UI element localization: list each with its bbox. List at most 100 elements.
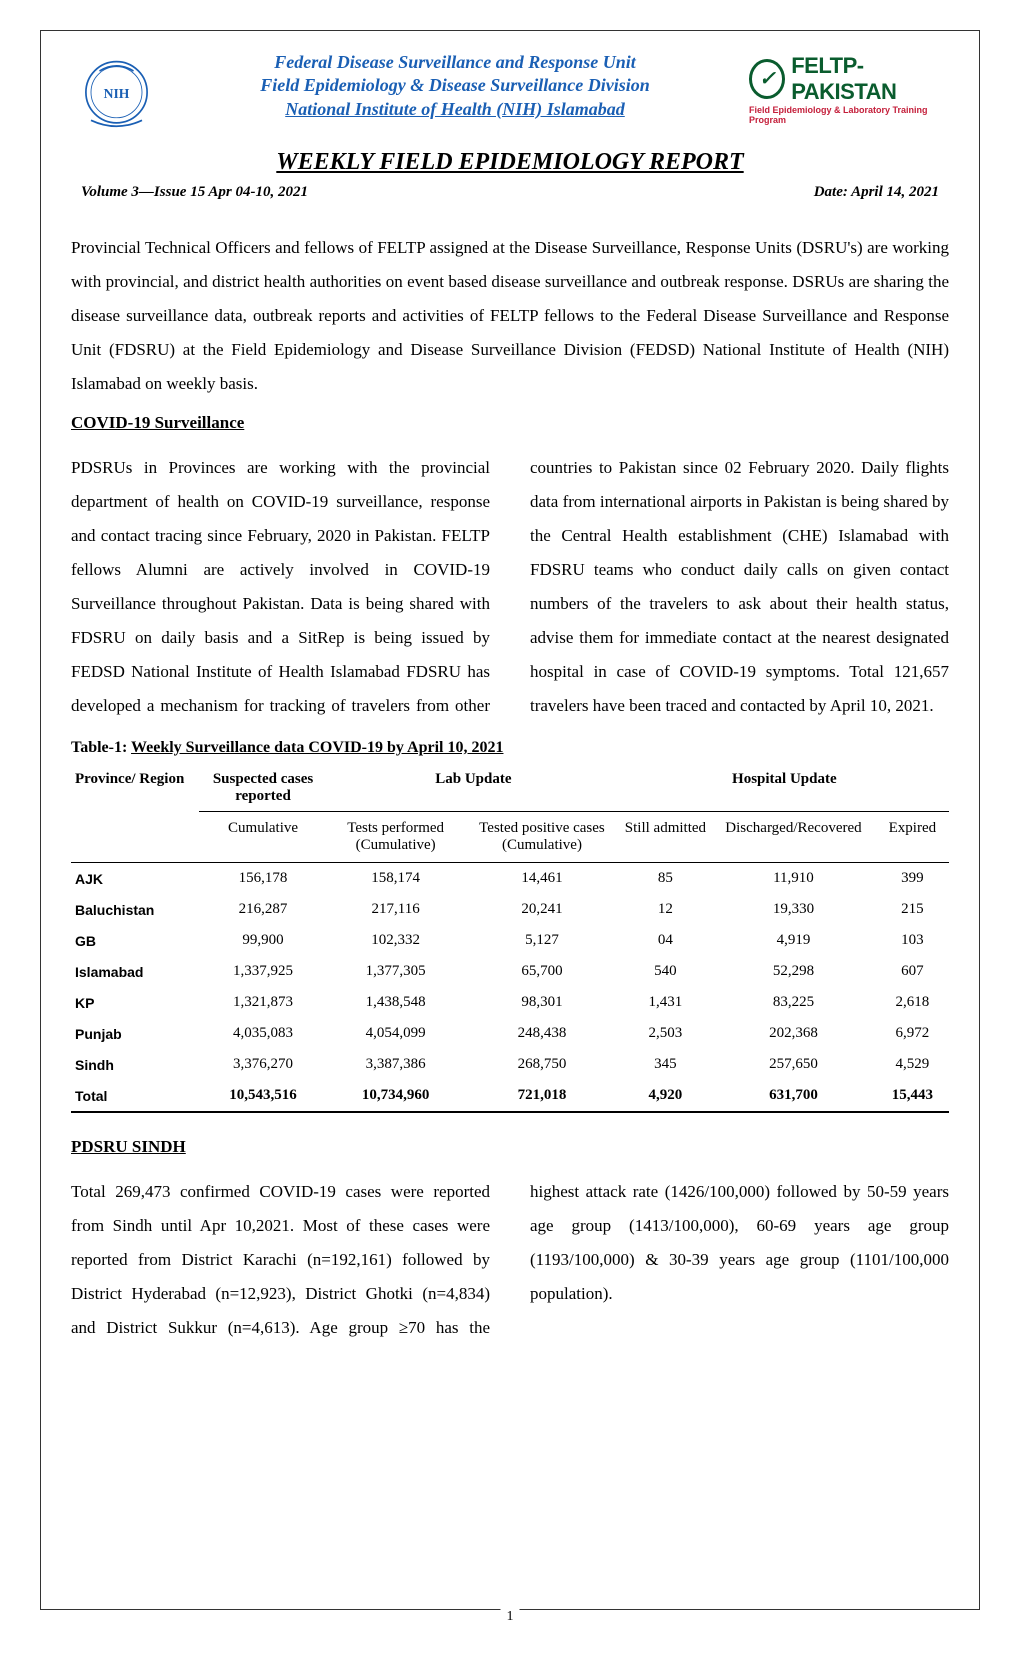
covid-body: PDSRUs in Provinces are working with the…: [71, 451, 949, 723]
table-cell: 631,700: [711, 1080, 876, 1111]
table-cell: Islamabad: [71, 956, 199, 987]
table-cell: 257,650: [711, 1049, 876, 1080]
table-cell: 248,438: [464, 1018, 619, 1049]
table-cell: 217,116: [327, 894, 464, 925]
table-cell: 4,054,099: [327, 1018, 464, 1049]
table-cell: 4,035,083: [199, 1018, 327, 1049]
table-caption-title: Weekly Surveillance data COVID-19 by Apr…: [131, 739, 503, 756]
table-cell: 98,301: [464, 987, 619, 1018]
table-cell: 103: [876, 925, 949, 956]
table-cell: 156,178: [199, 863, 327, 895]
sindh-heading: PDSRU SINDH: [71, 1137, 949, 1157]
volume-issue: Volume 3—Issue 15 Apr 04-10, 2021: [81, 184, 308, 201]
col-suspected: Suspected cases reported: [199, 765, 327, 812]
sub-cumulative: Cumulative: [199, 812, 327, 863]
table-cell: 345: [620, 1049, 711, 1080]
nih-logo: NIH: [71, 51, 161, 141]
sub-admitted: Still admitted: [620, 812, 711, 863]
table-cell: 1,321,873: [199, 987, 327, 1018]
table-cell: 721,018: [464, 1080, 619, 1111]
table-cell: 540: [620, 956, 711, 987]
table-cell: Punjab: [71, 1018, 199, 1049]
col-province: Province/ Region: [71, 765, 199, 812]
table-cell: 65,700: [464, 956, 619, 987]
table-row-total: Total10,543,51610,734,960721,0184,920631…: [71, 1080, 949, 1111]
meta-row: Volume 3—Issue 15 Apr 04-10, 2021 Date: …: [71, 184, 949, 201]
surveillance-table: Province/ Region Suspected cases reporte…: [71, 765, 949, 1111]
org-line-3: National Institute of Health (NIH) Islam…: [171, 98, 739, 121]
table-cell: 12: [620, 894, 711, 925]
intro-paragraph: Provincial Technical Officers and fellow…: [71, 231, 949, 401]
table-cell: 4,919: [711, 925, 876, 956]
report-date: Date: April 14, 2021: [814, 184, 939, 201]
table-cell: 1,337,925: [199, 956, 327, 987]
table-caption: Table-1: Weekly Surveillance data COVID-…: [71, 739, 949, 757]
table-cell: 10,543,516: [199, 1080, 327, 1111]
table-cell: 14,461: [464, 863, 619, 895]
table-cell: 268,750: [464, 1049, 619, 1080]
table-cell: 6,972: [876, 1018, 949, 1049]
table-cell: Baluchistan: [71, 894, 199, 925]
table-cell: 215: [876, 894, 949, 925]
header: NIH Federal Disease Surveillance and Res…: [71, 51, 949, 141]
svg-text:NIH: NIH: [103, 86, 129, 101]
report-title: WEEKLY FIELD EPIDEMIOLOGY REPORT: [71, 149, 949, 176]
sub-recovered: Discharged/Recovered: [711, 812, 876, 863]
table-cell: 216,287: [199, 894, 327, 925]
sub-expired: Expired: [876, 812, 949, 863]
table-row: AJK156,178158,17414,4618511,910399: [71, 863, 949, 895]
sindh-body: Total 269,473 confirmed COVID-19 cases w…: [71, 1175, 949, 1345]
table-cell: 3,376,270: [199, 1049, 327, 1080]
covid-heading: COVID-19 Surveillance: [71, 413, 949, 433]
table-cell: 99,900: [199, 925, 327, 956]
table-cell: 20,241: [464, 894, 619, 925]
table-row: KP1,321,8731,438,54898,3011,43183,2252,6…: [71, 987, 949, 1018]
table-cell: 158,174: [327, 863, 464, 895]
sub-tests: Tests performed (Cumulative): [327, 812, 464, 863]
table-cell: AJK: [71, 863, 199, 895]
table-rule: [71, 1111, 949, 1113]
page-number: 1: [501, 1609, 520, 1625]
table-cell: 5,127: [464, 925, 619, 956]
table-cell: 1,431: [620, 987, 711, 1018]
table-cell: 4,920: [620, 1080, 711, 1111]
table-row: Punjab4,035,0834,054,099248,4382,503202,…: [71, 1018, 949, 1049]
col-lab: Lab Update: [327, 765, 620, 812]
table-cell: 2,503: [620, 1018, 711, 1049]
org-line-2: Field Epidemiology & Disease Surveillanc…: [171, 74, 739, 97]
org-line-1: Federal Disease Surveillance and Respons…: [171, 51, 739, 74]
table-cell: 4,529: [876, 1049, 949, 1080]
table-cell: 04: [620, 925, 711, 956]
table-cell: 11,910: [711, 863, 876, 895]
table-cell: 102,332: [327, 925, 464, 956]
table-cell: 1,438,548: [327, 987, 464, 1018]
table-row: Sindh3,376,2703,387,386268,750345257,650…: [71, 1049, 949, 1080]
table-caption-prefix: Table-1:: [71, 739, 131, 756]
table-cell: 19,330: [711, 894, 876, 925]
table-cell: 399: [876, 863, 949, 895]
table-cell: Total: [71, 1080, 199, 1111]
table-cell: 10,734,960: [327, 1080, 464, 1111]
feltp-text: FELTP-PAKISTAN: [791, 53, 949, 105]
table-cell: 1,377,305: [327, 956, 464, 987]
table-cell: 15,443: [876, 1080, 949, 1111]
table-row: GB99,900102,3325,127044,919103: [71, 925, 949, 956]
table-cell: 202,368: [711, 1018, 876, 1049]
table-row: Baluchistan216,287217,11620,2411219,3302…: [71, 894, 949, 925]
table-cell: 85: [620, 863, 711, 895]
feltp-logo: ✓ FELTP-PAKISTAN Field Epidemiology & La…: [749, 51, 949, 126]
table-cell: 2,618: [876, 987, 949, 1018]
table-cell: 3,387,386: [327, 1049, 464, 1080]
table-cell: GB: [71, 925, 199, 956]
table-cell: Sindh: [71, 1049, 199, 1080]
feltp-subtitle: Field Epidemiology & Laboratory Training…: [749, 105, 949, 125]
sub-positive: Tested positive cases (Cumulative): [464, 812, 619, 863]
feltp-icon: ✓: [749, 59, 785, 99]
table-cell: KP: [71, 987, 199, 1018]
header-titles: Federal Disease Surveillance and Respons…: [161, 51, 749, 121]
table-cell: 52,298: [711, 956, 876, 987]
table-row: Islamabad1,337,9251,377,30565,70054052,2…: [71, 956, 949, 987]
col-hospital: Hospital Update: [620, 765, 949, 812]
table-cell: 607: [876, 956, 949, 987]
table-cell: 83,225: [711, 987, 876, 1018]
